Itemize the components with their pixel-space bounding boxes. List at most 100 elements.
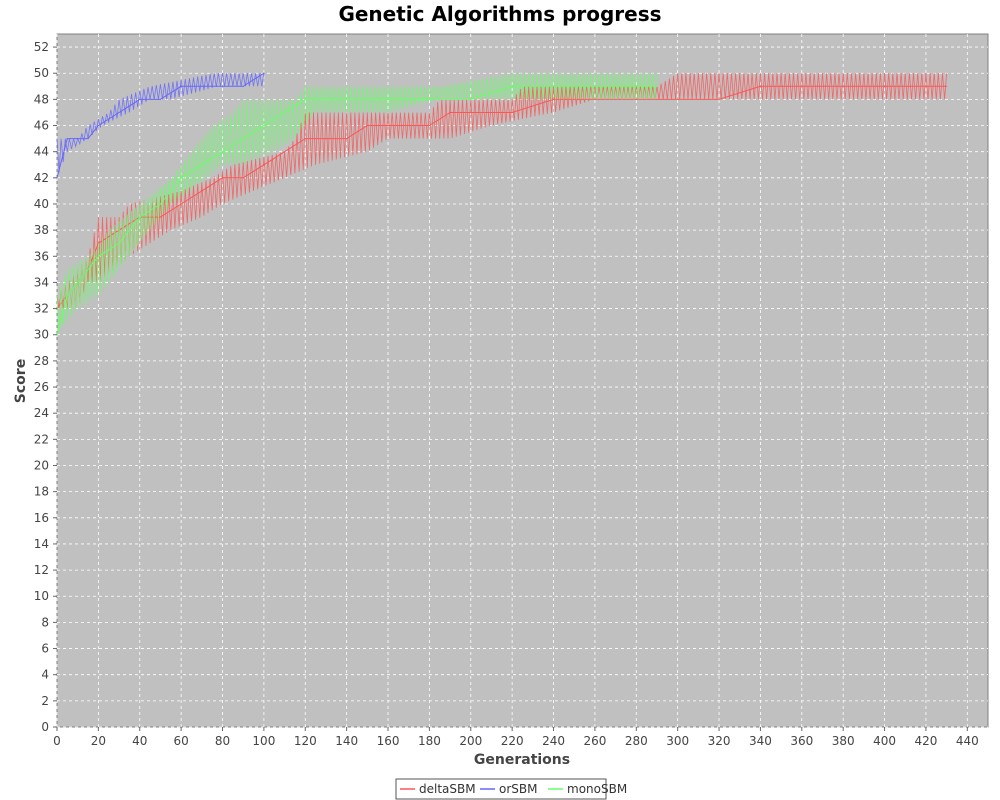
data-point-deltasbm: [677, 98, 679, 100]
x-tick-label: 220: [501, 734, 524, 748]
data-point-deltasbm: [780, 85, 782, 87]
data-point-orsbm: [263, 72, 265, 74]
data-point-monosbm: [263, 124, 265, 127]
x-tick-label: 320: [708, 734, 731, 748]
data-point-monosbm: [283, 111, 286, 114]
plot-area: 0 20 40 60 80 100 120 140 160 180 200 220 240 260 280 3…: [34, 33, 989, 748]
data-point-deltasbm: [718, 98, 720, 100]
x-tick-label: 360: [790, 734, 813, 748]
data-point-monosbm: [387, 98, 389, 100]
grid: [56, 34, 988, 728]
data-point-deltasbm: [428, 124, 430, 127]
x-tick-label: 260: [583, 734, 606, 748]
data-point-monosbm: [242, 138, 244, 140]
data-point-orsbm: [77, 138, 79, 140]
x-tick-label: 400: [873, 734, 896, 748]
x-tick-label: 20: [91, 734, 106, 748]
data-point-deltasbm: [470, 111, 472, 114]
x-tick-label: 280: [625, 734, 648, 748]
data-point-monosbm: [180, 177, 182, 179]
x-tick-label: 420: [914, 734, 937, 748]
series-monosbm: [56, 73, 658, 336]
data-point-monosbm: [304, 98, 306, 100]
y-tick-label: 22: [34, 432, 49, 446]
data-point-deltasbm: [304, 138, 306, 140]
data-point-monosbm: [346, 98, 348, 100]
series-band-orsbm: [56, 73, 265, 173]
data-point-deltasbm: [221, 177, 224, 179]
data-point-deltasbm: [180, 203, 182, 205]
x-axis-label: Generations: [474, 752, 570, 768]
data-point-deltasbm: [263, 164, 265, 166]
y-tick-label: 42: [34, 171, 49, 185]
series-band-deltasbm: [56, 73, 947, 309]
x-tick-label: 40: [132, 734, 147, 748]
y-tick-label: 10: [34, 589, 49, 603]
data-point-orsbm: [139, 98, 141, 100]
data-point-monosbm: [201, 164, 203, 166]
data-point-monosbm: [656, 85, 658, 87]
legend-label-orsbm: orSBM: [499, 782, 537, 796]
x-tick-label: 340: [749, 734, 772, 748]
data-point-monosbm: [159, 203, 162, 205]
data-point-deltasbm: [946, 85, 948, 87]
data-point-monosbm: [428, 98, 430, 100]
data-point-monosbm: [77, 281, 79, 284]
y-tick-label: 38: [34, 223, 49, 237]
y-tick-label: 44: [34, 145, 49, 159]
y-tick-label: 16: [34, 511, 49, 525]
data-point-deltasbm: [511, 111, 513, 114]
data-point-deltasbm: [594, 98, 596, 100]
data-point-orsbm: [97, 124, 99, 127]
x-tick-label: 0: [53, 734, 61, 748]
data-point-deltasbm: [366, 124, 368, 127]
y-tick-label: 20: [34, 458, 49, 472]
data-point-deltasbm: [242, 177, 244, 179]
x-tick-label: 380: [832, 734, 855, 748]
data-point-deltasbm: [201, 190, 203, 192]
data-point-orsbm: [66, 138, 68, 140]
data-point-monosbm: [118, 242, 120, 244]
data-point-monosbm: [511, 85, 513, 87]
x-tick-label: 60: [173, 734, 188, 748]
y-tick-label: 40: [34, 197, 49, 211]
y-tick-label: 0: [41, 720, 49, 734]
y-axis-label: Score: [13, 359, 29, 403]
legend-label-deltasbm: deltaSBM: [419, 782, 476, 796]
chart-title: Genetic Algorithms progress: [338, 2, 661, 26]
series-line-monosbm: [56, 85, 657, 335]
x-tick-label: 140: [335, 734, 358, 748]
y-tick-label: 2: [41, 694, 49, 708]
y-tick-label: 28: [34, 354, 49, 368]
x-tick-label: 100: [252, 734, 275, 748]
data-point-monosbm: [87, 268, 89, 270]
y-tick-label: 8: [41, 615, 49, 629]
data-point-deltasbm: [552, 98, 555, 100]
axes: 0 20 40 60 80 100 120 140 160 180 200 220 240 260 280 3…: [34, 40, 979, 748]
y-tick-label: 12: [34, 563, 49, 577]
x-tick-label: 240: [542, 734, 565, 748]
y-tick-label: 24: [34, 406, 49, 420]
y-tick-label: 4: [41, 668, 49, 682]
data-point-deltasbm: [759, 85, 762, 87]
y-tick-label: 18: [34, 485, 49, 499]
data-point-monosbm: [139, 216, 141, 218]
data-point-monosbm: [221, 151, 224, 153]
data-point-deltasbm: [346, 138, 348, 140]
data-point-deltasbm: [387, 124, 389, 127]
legend: deltaSBM orSBM monoSBM: [395, 778, 627, 800]
y-tick-label: 34: [34, 275, 49, 289]
x-tick-label: 180: [418, 734, 441, 748]
y-tick-label: 36: [34, 249, 49, 263]
x-tick-label: 80: [215, 734, 230, 748]
y-tick-label: 52: [34, 40, 49, 54]
data-point-orsbm: [87, 138, 89, 140]
plot-background: [56, 33, 989, 728]
y-tick-label: 14: [34, 537, 49, 551]
y-tick-label: 32: [34, 302, 49, 316]
x-tick-label: 300: [666, 734, 689, 748]
y-tick-label: 26: [34, 380, 49, 394]
data-point-deltasbm: [635, 98, 637, 100]
y-tick-label: 46: [34, 119, 49, 133]
data-point-orsbm: [159, 98, 162, 100]
